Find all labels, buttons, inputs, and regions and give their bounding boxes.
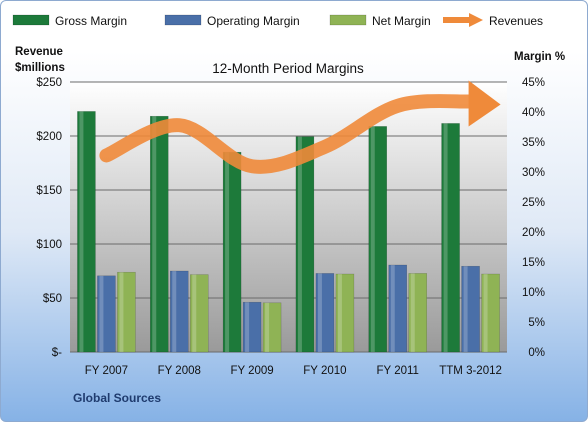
- source-label: Global Sources: [73, 391, 161, 405]
- legend-swatch-operating-margin: [164, 14, 202, 26]
- left-tick-label: $150: [36, 185, 62, 197]
- operating-margin-bar: [461, 265, 480, 353]
- net-margin-bar: [481, 273, 500, 353]
- right-tick-label: 10%: [522, 287, 545, 299]
- legend-swatch-net-margin: [329, 14, 367, 26]
- operating-margin-bar-highlight: [390, 265, 395, 352]
- left-axis-title-line2: $millions: [15, 62, 65, 74]
- operating-margin-bar: [242, 301, 262, 353]
- net-margin-bar-highlight: [192, 274, 197, 352]
- x-tick-label: TTM 3-2012: [439, 365, 502, 377]
- net-margin-bar: [262, 302, 282, 353]
- operating-margin-bar-highlight: [99, 275, 104, 352]
- gross-margin-bar: [77, 111, 96, 353]
- gross-margin-bar-highlight: [297, 136, 302, 352]
- chart-title: 12-Month Period Margins: [212, 61, 364, 76]
- left-tick-label: $50: [43, 293, 62, 305]
- net-margin-bar-highlight: [265, 302, 270, 352]
- x-tick-label: FY 2010: [303, 365, 346, 377]
- right-tick-label: 15%: [522, 257, 545, 269]
- operating-margin-bar-highlight: [245, 302, 250, 352]
- revenue-arrowhead: [468, 80, 501, 127]
- left-tick-label: $200: [36, 131, 62, 143]
- operating-margin-bar: [170, 270, 189, 353]
- operating-margin-bar-highlight: [317, 273, 322, 352]
- net-margin-bar-highlight: [483, 274, 488, 352]
- left-tick-label: $100: [36, 239, 62, 251]
- legend-label-gross-margin: Gross Margin: [55, 14, 127, 28]
- gross-margin-bar: [368, 126, 387, 353]
- legend-swatch-gross-margin: [12, 14, 50, 26]
- legend-label-revenues: Revenues: [489, 14, 543, 28]
- gross-margin-bar-highlight: [79, 111, 84, 353]
- x-tick-label: FY 2009: [230, 365, 273, 377]
- bar-group: [77, 111, 500, 353]
- left-axis-title-line1: Revenue: [15, 46, 63, 58]
- operating-margin-bar-highlight: [463, 266, 468, 352]
- x-axis-ticks: FY 2007 FY 2008 FY 2009 FY 2010 FY 2011 TTM 3…: [85, 365, 502, 377]
- right-tick-label: 40%: [522, 107, 545, 119]
- operating-margin-bar-highlight: [172, 271, 177, 352]
- right-axis-title: Margin %: [514, 51, 565, 63]
- net-margin-bar-highlight: [337, 274, 342, 352]
- net-margin-bar: [335, 273, 355, 353]
- gross-margin-bar-highlight: [152, 116, 157, 352]
- right-axis-ticks: 0% 5% 10% 15% 20% 25% 30% 35% 40% 45%: [522, 77, 545, 359]
- gross-margin-bar-highlight: [370, 126, 375, 353]
- gridlines: [70, 81, 507, 353]
- net-margin-bar: [408, 273, 427, 353]
- x-tick-label: FY 2011: [377, 365, 419, 377]
- gross-margin-bar: [295, 136, 315, 353]
- left-tick-label: $-: [52, 347, 62, 359]
- right-tick-label: 45%: [522, 77, 545, 89]
- left-tick-label: $250: [36, 77, 62, 89]
- legend-label-net-margin: Net Margin: [372, 14, 431, 28]
- x-tick-label: FY 2007: [85, 365, 128, 377]
- plot-area: [70, 82, 507, 352]
- net-margin-bar-highlight: [410, 273, 415, 352]
- net-margin-bar-highlight: [119, 272, 124, 352]
- gross-margin-bar: [150, 115, 169, 353]
- operating-margin-bar: [97, 275, 116, 353]
- legend-arrowhead-revenues: [469, 13, 483, 27]
- legend: Gross Margin Operating Margin Net Margin Re…: [12, 13, 543, 28]
- operating-margin-bar: [388, 264, 407, 353]
- right-tick-label: 30%: [522, 167, 545, 179]
- net-margin-bar: [190, 274, 209, 353]
- right-tick-label: 25%: [522, 197, 545, 209]
- left-axis-ticks: $- $50 $100 $150 $200 $250: [36, 77, 62, 359]
- operating-margin-bar: [315, 273, 335, 353]
- x-tick-label: FY 2008: [158, 365, 201, 377]
- revenue-line: [99, 94, 478, 174]
- right-tick-label: 5%: [528, 317, 545, 329]
- right-tick-label: 20%: [522, 227, 545, 239]
- gross-margin-bar-highlight: [225, 152, 230, 352]
- gross-margin-bar: [441, 123, 460, 353]
- legend-label-operating-margin: Operating Margin: [207, 14, 300, 28]
- gross-margin-bar-highlight: [443, 123, 448, 353]
- right-tick-label: 35%: [522, 137, 545, 149]
- right-tick-label: 0%: [528, 347, 545, 359]
- net-margin-bar: [117, 271, 136, 353]
